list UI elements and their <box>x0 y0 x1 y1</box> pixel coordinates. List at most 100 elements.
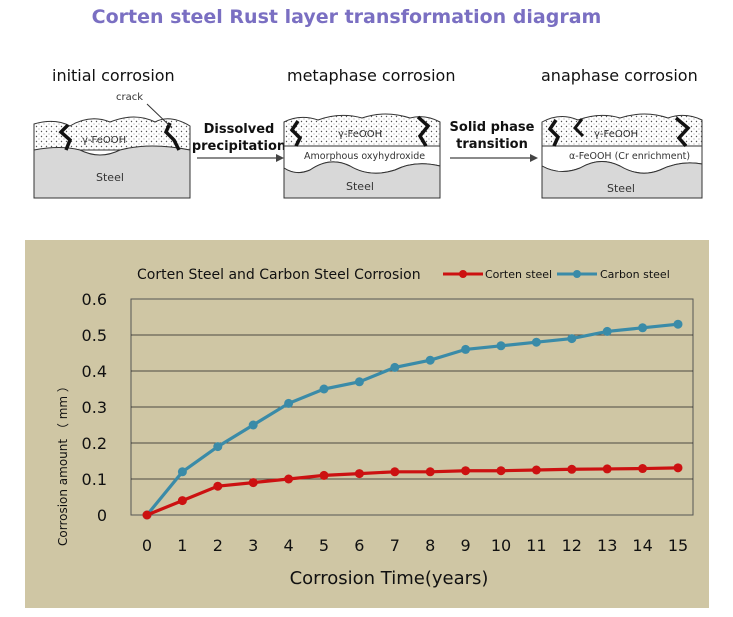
stage-label-metaphase: metaphase corrosion <box>287 66 456 85</box>
layer-label-alpha: α-FeOOH (Cr enrichment) <box>569 151 690 162</box>
steel-label: Steel <box>96 171 124 184</box>
steel-base <box>283 161 441 199</box>
data-point-corten-steel <box>496 466 506 476</box>
stage-label-initial: initial corrosion <box>52 66 175 85</box>
transition-2-line2: transition <box>456 137 528 152</box>
layer-label-gamma: γ-FeOOH <box>82 135 126 146</box>
y-axis-label: Corrosion amount （ mm ） <box>56 380 70 546</box>
data-point-corten-steel <box>177 496 187 506</box>
crack-right <box>674 116 691 148</box>
arrow-1-head <box>276 154 284 162</box>
x-axis-label: Corrosion Time(years) <box>290 568 489 589</box>
data-point-carbon-steel <box>461 344 471 354</box>
chart-title: Corten Steel and Carbon Steel Corrosion <box>137 267 421 283</box>
x-tick-label: 10 <box>491 536 511 555</box>
x-tick-label: 1 <box>177 536 187 555</box>
stage-metaphase-illustration: γ-FeOOH Amorphous oxyhydroxide Steel <box>283 113 441 199</box>
data-point-carbon-steel <box>531 337 541 347</box>
data-point-carbon-steel <box>425 355 435 365</box>
steel-label: Steel <box>346 180 374 193</box>
x-tick-label: 4 <box>284 536 294 555</box>
x-tick-label: 0 <box>142 536 152 555</box>
transition-2-line1: Solid phase <box>449 120 535 135</box>
y-tick-label: 0.5 <box>82 326 107 345</box>
rust-layer-diagram: crack γ-FeOOH Steel γ-FeOOH Amorphous ox… <box>33 92 703 199</box>
page-title: Corten steel Rust layer transformation d… <box>91 6 602 28</box>
chart-panel: 0 0.1 0.2 0.3 0.4 0.5 0.6 0 1 2 3 4 5 6 7 8 9 10 11 12 13 14… <box>25 240 709 608</box>
data-point-corten-steel <box>638 464 648 474</box>
data-point-carbon-steel <box>319 384 329 394</box>
stage-label-anaphase: anaphase corrosion <box>541 66 698 85</box>
x-tick-label: 9 <box>461 536 471 555</box>
crack-mid <box>573 118 585 138</box>
legend-marker-carbon <box>573 270 581 278</box>
data-point-carbon-steel <box>602 326 612 336</box>
data-point-carbon-steel <box>177 467 187 477</box>
series-line-carbon-steel <box>145 322 679 517</box>
stage-initial-illustration: crack γ-FeOOH Steel <box>33 92 191 199</box>
legend: Corten steel Carbon steel <box>443 268 670 281</box>
y-tick-label: 0.1 <box>82 470 107 489</box>
x-tick-label: 13 <box>597 536 617 555</box>
data-point-carbon-steel <box>248 420 258 430</box>
rust-layer-gamma <box>541 113 703 147</box>
x-tick-label: 7 <box>390 536 400 555</box>
layer-label-gamma: γ-FeOOH <box>338 129 382 140</box>
x-tick-label: 14 <box>632 536 652 555</box>
data-point-corten-steel <box>354 469 364 479</box>
crack-left <box>289 120 303 147</box>
data-point-corten-steel <box>567 464 577 474</box>
x-tick-label: 12 <box>562 536 582 555</box>
x-tick-label: 5 <box>319 536 329 555</box>
crack-right <box>416 115 431 147</box>
corrosion-line-chart: 00.10.20.30.40.50.6 0 1 2 3 4 5 6 7 8 9 10 11 12 13 14… <box>56 267 694 589</box>
data-point-corten-steel <box>425 467 435 477</box>
arrow-2-head <box>530 154 538 162</box>
y-tick-label: 0 <box>97 506 107 525</box>
y-tick-label: 0.4 <box>82 362 107 381</box>
transition-label-1: Dissolved precipitation <box>190 121 288 155</box>
data-point-carbon-steel <box>213 442 223 452</box>
steel-base <box>541 161 703 199</box>
data-point-corten-steel <box>390 467 400 477</box>
x-tick-label: 3 <box>248 536 258 555</box>
data-point-corten-steel <box>142 510 152 520</box>
data-point-corten-steel <box>319 470 329 480</box>
crack-pointer <box>146 103 173 129</box>
x-tick-label: 15 <box>668 536 688 555</box>
x-tick-label: 8 <box>425 536 435 555</box>
data-point-corten-steel <box>673 463 683 473</box>
data-point-carbon-steel <box>567 334 577 344</box>
data-point-corten-steel <box>602 464 612 474</box>
layer-label-amorphous: Amorphous oxyhydroxide <box>304 151 425 162</box>
legend-marker-corten <box>459 270 467 278</box>
data-point-corten-steel <box>531 465 541 475</box>
data-point-carbon-steel <box>354 377 364 387</box>
data-point-carbon-steel <box>496 341 506 351</box>
crack-right <box>163 122 181 151</box>
steel-base <box>33 145 191 199</box>
series-line-corten-steel <box>146 466 679 517</box>
data-point-corten-steel <box>284 474 294 484</box>
crack-annotation: crack <box>116 92 143 103</box>
y-tick-label: 0.6 <box>82 290 107 309</box>
data-point-corten-steel <box>248 478 258 488</box>
data-point-carbon-steel <box>284 398 294 408</box>
rust-layer-gamma <box>33 116 191 151</box>
x-tick-label: 11 <box>526 536 546 555</box>
crack-left <box>58 123 73 151</box>
crack-left <box>547 119 561 147</box>
legend-label-carbon: Carbon steel <box>600 268 670 281</box>
x-tick-label: 2 <box>213 536 223 555</box>
data-point-carbon-steel <box>390 362 400 372</box>
y-tick-label: 0.3 <box>82 398 107 417</box>
data-point-carbon-steel <box>673 319 683 329</box>
x-tick-label: 6 <box>354 536 364 555</box>
stage-anaphase-illustration: γ-FeOOH α-FeOOH (Cr enrichment) Steel <box>541 113 703 199</box>
y-tick-label: 0.2 <box>82 434 107 453</box>
transition-1-line1: Dissolved <box>203 122 275 137</box>
steel-label: Steel <box>607 182 635 195</box>
transition-1-line2: precipitation <box>191 139 287 154</box>
transition-label-2: Solid phase transition <box>444 119 540 153</box>
layer-label-gamma: γ-FeOOH <box>594 129 638 140</box>
